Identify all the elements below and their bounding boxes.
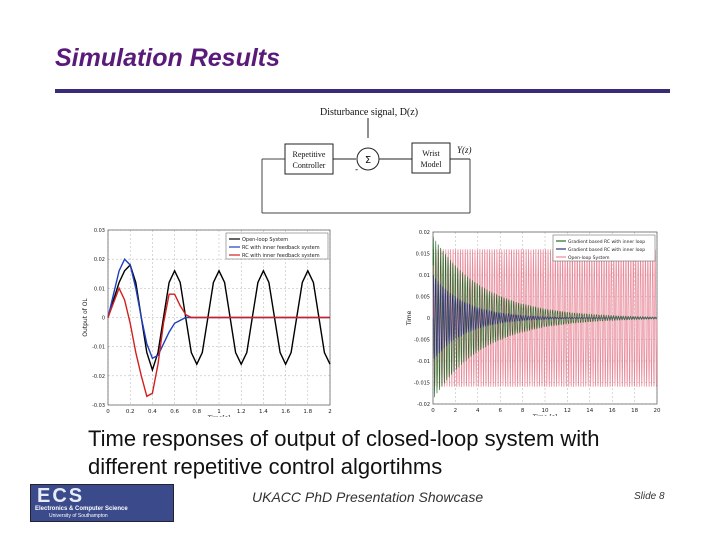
legend-entry-1: Open-loop System (242, 237, 288, 243)
y-tick-label: 0 (102, 316, 105, 322)
y-tick-label: 0.03 (94, 228, 105, 234)
plot-right: 0 2 4 6 8 10 12 14 16 18 200.020.0150.010.0050-0.0… (406, 230, 661, 416)
plant-label-2: Model (421, 160, 443, 169)
y-axis-label: Time (406, 310, 413, 326)
x-tick-label: 12 (564, 408, 571, 414)
y-tick-label: 0.02 (419, 230, 430, 236)
y-tick-label: -0.01 (417, 359, 430, 365)
slide-title: Simulation Results (55, 44, 281, 72)
x-tick-label: 4 (476, 408, 480, 414)
x-tick-label: 10 (542, 408, 549, 414)
y-tick-label: 0.015 (416, 252, 430, 258)
x-tick-label: 1.8 (303, 409, 312, 415)
slide-number: Slide 8 (634, 491, 665, 502)
output-label: Y(z) (457, 145, 472, 155)
plot-left: 0 0.2 0.4 0.6 0.8 1 1.2 1.4 1.6 1.8 2 0.03 0.02 0.01 0… (82, 228, 332, 417)
x-tick-label: 20 (654, 408, 661, 414)
x-tick-label: 8 (521, 408, 525, 414)
legend-entry-3: Open-loop System (568, 255, 609, 261)
plant-block (411, 142, 451, 174)
x-tick-label: 0.2 (126, 409, 135, 415)
logo-line-1: Electronics & Computer Science (35, 506, 128, 512)
legend-entry-3: RC with inner feedback system (242, 253, 320, 259)
y-tick-label: -0.005 (414, 338, 430, 344)
sum-symbol: Σ (365, 155, 371, 166)
block-diagram: Disturbance signal, D(z) Repetitive Cont… (261, 107, 472, 214)
series-line-1 (107, 263, 331, 373)
logo-mark: ECS (37, 485, 85, 507)
x-tick-label: 0.8 (192, 409, 201, 415)
y-tick-label: -0.02 (92, 374, 105, 380)
y-tick-label: 0.02 (94, 257, 105, 263)
x-tick-label: 6 (498, 408, 502, 414)
legend-entry-2: RC with inner feedback system (242, 245, 320, 251)
series-line-3 (432, 275, 657, 360)
legend-entry-2: Gradient based RC with inner loop (568, 247, 645, 253)
title-underline (55, 89, 670, 93)
series-line-3 (107, 286, 330, 398)
x-tick-label: 14 (586, 408, 593, 414)
y-tick-label: -0.03 (92, 403, 105, 409)
y-tick-label: 0.01 (419, 273, 430, 279)
legend-box (552, 234, 656, 262)
x-tick-label: 2 (454, 408, 458, 414)
x-axis-label: Time[s] (207, 415, 231, 417)
y-tick-label: -0.02 (417, 402, 430, 408)
x-tick-label: 0.4 (148, 409, 157, 415)
logo-line-2: University of Southampton (49, 513, 108, 519)
x-axis-label: Time [s] (532, 414, 557, 416)
controller-label-2: Controller (293, 161, 326, 170)
x-tick-label: 1.6 (281, 409, 290, 415)
y-axis-label: Output of OL (82, 298, 89, 337)
ecs-logo: ECS Electronics & Computer Science Unive… (30, 484, 174, 522)
y-tick-label: 0.01 (94, 286, 105, 292)
x-tick-label: 0 (106, 409, 110, 415)
disturbance-label: Disturbance signal, D(z) (320, 107, 418, 118)
legend-box (225, 232, 329, 260)
y-tick-label: 0.005 (416, 295, 430, 301)
footer-text: UKACC PhD Presentation Showcase (252, 489, 484, 505)
x-tick-label: 0 (431, 408, 435, 414)
x-tick-label: 18 (631, 408, 638, 414)
sum-minus-sign: - (355, 165, 358, 175)
x-tick-label: 1.4 (259, 409, 268, 415)
legend-entry-1: Gradient based RC with inner loop (568, 239, 645, 245)
plant-label-1: Wrist (422, 149, 440, 158)
series-line-2 (432, 236, 658, 398)
y-tick-label: 0 (427, 316, 430, 322)
slide-caption: Time responses of output of closed-loop … (88, 425, 688, 481)
x-tick-label: 2 (328, 409, 332, 415)
x-tick-label: 16 (609, 408, 616, 414)
x-tick-label: 0.6 (170, 409, 179, 415)
y-tick-label: -0.01 (92, 345, 105, 351)
caption-line-1: Time responses of output of closed-loop … (88, 426, 600, 451)
y-tick-label: -0.015 (414, 381, 430, 387)
x-tick-label: 1.2 (237, 409, 246, 415)
controller-label-1: Repetitive (293, 150, 326, 159)
x-tick-label: 1 (217, 409, 221, 415)
caption-line-2: different repetitive control algortihms (88, 454, 443, 479)
